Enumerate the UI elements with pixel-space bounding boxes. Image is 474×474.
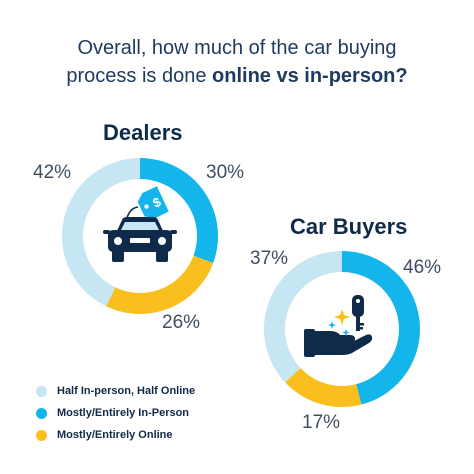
hand-with-key-icon [304,295,373,357]
buyers-donut-chart [264,251,420,407]
legend-item-half: Half In-person, Half Online [36,380,195,402]
dealers-donut-chart: $ [62,158,218,314]
title-line-2-regular: process is done [66,65,213,87]
dealers-chart-title: Dealers [103,120,183,145]
buyers-label-half: 37% [250,248,289,269]
buyers-chart-title: Car Buyers [290,214,408,239]
legend-swatch-online [36,429,47,441]
dealers-label-online: 26% [162,312,201,333]
legend-label-online: Mostly/Entirely Online [57,429,173,441]
legend-swatch-half [36,385,47,397]
legend-label-in-person: Mostly/Entirely In-Person [57,407,190,419]
legend-item-online: Mostly/Entirely Online [36,424,195,446]
legend-swatch-in-person [36,407,47,419]
title-line-2: process is done online vs in-person? [0,62,474,90]
page-title: Overall, how much of the car buying proc… [0,34,474,90]
dealers-label-half: 42% [33,162,72,183]
legend-label-half: Half In-person, Half Online [57,385,196,397]
buyers-label-online: 17% [302,412,341,433]
dealers-label-in-person: 30% [206,162,245,183]
buyers-label-in-person: 46% [403,257,442,278]
title-line-1: Overall, how much of the car buying [77,37,397,59]
car-with-price-tag-icon: $ [103,186,177,262]
title-line-2-bold: online vs in-person? [212,65,408,87]
legend: Half In-person, Half Online Mostly/Entir… [36,380,195,446]
legend-item-in-person: Mostly/Entirely In-Person [36,402,195,424]
